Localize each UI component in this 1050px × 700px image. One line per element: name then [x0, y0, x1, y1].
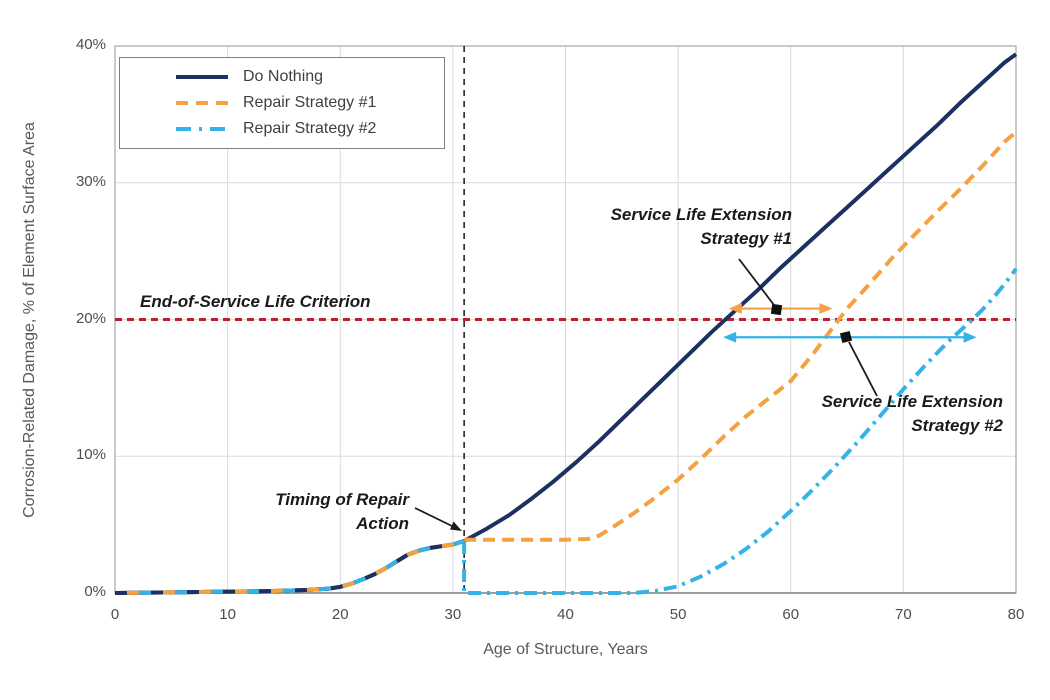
y-tick-0: 0% [84, 583, 106, 600]
x-tick-0: 0 [110, 606, 120, 623]
legend-item-repair-2: Repair Strategy #2 [174, 120, 444, 138]
y-tick-40: 40% [75, 36, 106, 53]
leader-timing [414, 507, 455, 528]
x-tick-20: 20 [331, 606, 349, 623]
annotation-end-of-service-life: End-of-Service Life Criterion [140, 292, 371, 311]
y-tick-20: 20% [75, 309, 106, 327]
x-tick-60: 60 [782, 606, 800, 623]
repair-1-line-sample [176, 101, 228, 105]
annotation-service-life-extension-1: Service Life Extension Strategy #1 [610, 205, 792, 248]
legend-label-repair-2: Repair Strategy #2 [243, 120, 377, 137]
marker-square-strategy-1 [770, 303, 783, 316]
repair-2-line-sample [176, 127, 228, 131]
leader-strategy-1 [738, 258, 775, 306]
x-tick-50: 50 [669, 606, 687, 623]
common-segment-blue-dashes [114, 539, 465, 595]
legend-item-repair-1: Repair Strategy #1 [174, 94, 444, 112]
annotation-timing-of-repair: Timing of Repair Action [275, 490, 409, 533]
y-tick-10: 10% [75, 446, 106, 464]
y-tick-30: 30% [75, 172, 106, 190]
x-tick-30: 30 [444, 606, 462, 623]
strategy2-extension-arrow-left-head [723, 331, 737, 343]
chart-legend: Do Nothing Repair Strategy #1 Repair Str… [119, 57, 445, 149]
x-tick-80: 80 [1007, 606, 1025, 623]
y-axis-title: Corrosion-Related Damage, % of Element S… [21, 122, 38, 518]
strategy1-extension-arrow-right-head [819, 303, 833, 315]
x-axis-title: Age of Structure, Years [483, 641, 648, 658]
do-nothing-line-sample [176, 75, 228, 79]
x-tick-40: 40 [557, 606, 574, 623]
legend-label-do-nothing: Do Nothing [243, 68, 324, 85]
leader-strategy-2 [848, 341, 878, 397]
x-tick-70: 70 [895, 606, 912, 623]
series-repair-strategy-2-line [462, 267, 1018, 595]
leader-timing-arrowhead [450, 521, 462, 531]
legend-item-do-nothing: Do Nothing [174, 68, 444, 86]
x-tick-10: 10 [219, 606, 236, 623]
series-repair-strategy-1-line [464, 130, 1018, 542]
marker-square-strategy-2 [839, 330, 853, 344]
strategy2-extension-arrow-right-head [963, 331, 977, 343]
legend-label-repair-1: Repair Strategy #1 [243, 94, 377, 111]
common-segment-base [114, 539, 465, 595]
common-segment-orange-dashes [114, 539, 465, 595]
strategy1-extension-arrow-left-head [728, 303, 742, 315]
annotation-service-life-extension-2: Service Life Extension Strategy #2 [821, 392, 1003, 435]
